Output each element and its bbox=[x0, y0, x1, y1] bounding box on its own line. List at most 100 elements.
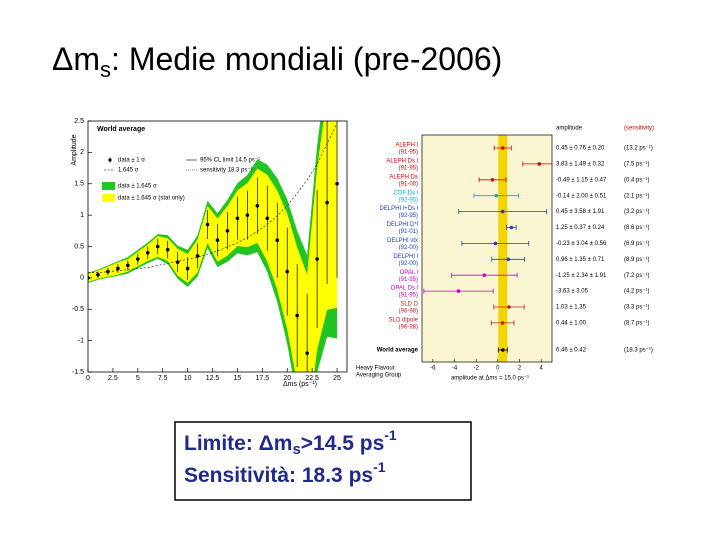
data-point bbox=[116, 266, 120, 271]
x-tick-label: 7.5 bbox=[158, 375, 168, 382]
data-point bbox=[335, 181, 339, 186]
data-point bbox=[265, 216, 270, 221]
x-tick-label: 5 bbox=[136, 375, 140, 382]
data-point bbox=[205, 222, 210, 227]
sensitivity-label: (3.2 ps⁻¹) bbox=[624, 209, 650, 215]
sensitivity-label: (3.3 ps⁻¹) bbox=[624, 305, 650, 311]
x-tick-label: 2.5 bbox=[108, 375, 118, 382]
info-sup: -1 bbox=[373, 459, 386, 475]
header: amplitude bbox=[556, 126, 583, 132]
legend-label: sensitivity 18.3 ps⁻¹ bbox=[200, 168, 253, 174]
x-tick-label: 15 bbox=[234, 375, 242, 382]
band-stat bbox=[88, 121, 338, 372]
info-line: Sensitività: 18.3 ps-1 bbox=[184, 459, 386, 487]
info-part: Limite: Δm bbox=[184, 432, 292, 455]
row-label: SLD D bbox=[400, 302, 418, 308]
data-point bbox=[285, 269, 290, 274]
data-point bbox=[509, 225, 514, 230]
x-tick-label: 2 bbox=[518, 366, 522, 372]
data-point bbox=[507, 305, 511, 309]
row-period: (92-00) bbox=[399, 261, 418, 267]
row-label: DELPHI l bbox=[393, 254, 418, 260]
sensitivity-label: (13.2 ps⁻¹) bbox=[624, 146, 653, 152]
row-period: (91-95) bbox=[399, 150, 418, 156]
data-point bbox=[235, 216, 240, 221]
x-tick-label: -4 bbox=[452, 366, 458, 372]
x-tick-label: 12.5 bbox=[206, 375, 220, 382]
row-label: CDF Ds l bbox=[394, 190, 418, 196]
y-tick-label: 0 bbox=[80, 275, 84, 282]
row-period: (91-95) bbox=[399, 277, 418, 283]
y-tick-label: 1.5 bbox=[74, 181, 84, 188]
legend-label: 95% CL limit 14.5 ps⁻¹ bbox=[200, 158, 260, 164]
data-point bbox=[225, 229, 230, 233]
footer: Heavy Flavour bbox=[356, 366, 395, 372]
x-tick-label: 0 bbox=[86, 375, 90, 382]
sigma-curve bbox=[88, 122, 338, 274]
legend-swatch bbox=[102, 182, 115, 190]
data-point bbox=[126, 263, 130, 268]
value-label: -3.63 ± 3.05 bbox=[556, 289, 589, 295]
x-tick-label: -2 bbox=[473, 366, 479, 372]
value-label: -0.49 ± 1.15 ± 0.47 bbox=[556, 177, 607, 183]
data-point bbox=[136, 257, 140, 261]
sensitivity-label: (6.9 ps⁻¹) bbox=[624, 241, 650, 247]
info-part: >14.5 ps bbox=[301, 432, 384, 455]
y-tick-label: 2 bbox=[80, 149, 84, 156]
value-label: 0.45 ± 3.58 ± 1.91 bbox=[556, 209, 605, 215]
x-tick-label: 25 bbox=[333, 375, 341, 382]
sensitivity-label: (4.2 ps⁻¹) bbox=[624, 289, 650, 295]
data-point bbox=[145, 250, 150, 255]
legend-swatch bbox=[102, 194, 115, 202]
sensitivity-label: (0.4 ps⁻¹) bbox=[624, 177, 650, 183]
data-point bbox=[537, 162, 542, 166]
x-tick-label: 17.5 bbox=[256, 375, 270, 382]
value-label: -0.23 ± 3.04 ± 0.56 bbox=[556, 241, 607, 247]
header: (sensitivity) bbox=[624, 126, 654, 132]
y-tick-label: -0.5 bbox=[72, 306, 84, 313]
row-period: (92-00) bbox=[399, 245, 418, 251]
plot-area bbox=[423, 135, 552, 362]
y-tick-label: -1.5 bbox=[72, 369, 84, 376]
row-period: (96-98) bbox=[399, 309, 418, 315]
data-point bbox=[155, 244, 160, 249]
row-period: (92-95) bbox=[399, 213, 418, 219]
value-label: 0.96 ± 1.35 ± 0.71 bbox=[556, 257, 605, 263]
info-box bbox=[174, 421, 472, 501]
legend-label: 1.645 σ bbox=[118, 168, 139, 174]
data-point bbox=[295, 313, 299, 318]
footer: Averaging Group bbox=[356, 373, 402, 379]
row-label: DELPHI D*l bbox=[387, 222, 418, 228]
data-point bbox=[96, 272, 100, 277]
plot-title: World average bbox=[97, 126, 145, 133]
average-band bbox=[498, 135, 508, 362]
info-line: Limite: Δms>14.5 ps-1 bbox=[184, 427, 397, 458]
title-part: : Medie mondiali (pre-2006) bbox=[111, 41, 502, 77]
x-tick-label: -6 bbox=[430, 366, 436, 372]
legend-label: data ± 1.645 σ (stat only) bbox=[118, 196, 185, 202]
row-label: OPAL Ds l bbox=[391, 286, 418, 292]
row-label: OPAL l bbox=[400, 270, 418, 276]
data-point bbox=[501, 348, 505, 352]
info-sub: s bbox=[292, 441, 300, 458]
row-label: SLD dipole bbox=[389, 317, 419, 323]
data-point bbox=[215, 238, 220, 243]
data-point bbox=[175, 260, 180, 264]
data-point bbox=[165, 247, 170, 252]
plot-area bbox=[88, 121, 339, 372]
x-tick-label: 4 bbox=[539, 366, 543, 372]
y-tick-label: 1 bbox=[80, 212, 84, 219]
data-point bbox=[482, 273, 487, 278]
sensitivity-label: (8.9 ps⁻¹) bbox=[624, 257, 650, 263]
plot-background bbox=[422, 135, 552, 362]
title-sub: s bbox=[100, 57, 111, 82]
data-point bbox=[500, 146, 505, 150]
info-sup: -1 bbox=[384, 427, 397, 443]
x-tick-label: 0 bbox=[496, 366, 500, 372]
slide-title: Δms: Medie mondiali (pre-2006) bbox=[52, 41, 502, 81]
row-label: ALEPH Ds l bbox=[386, 158, 418, 164]
legend-label: data ± 1.645 σ bbox=[118, 184, 157, 190]
x-axis-label: Δms (ps⁻¹) bbox=[283, 381, 317, 388]
data-point bbox=[500, 321, 505, 325]
